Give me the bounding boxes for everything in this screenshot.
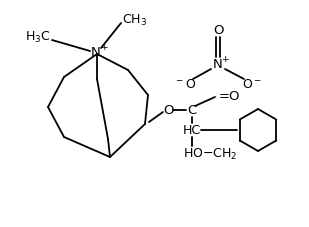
Text: N: N xyxy=(91,47,101,59)
Text: O$^-$: O$^-$ xyxy=(242,77,262,91)
Text: HC: HC xyxy=(183,123,201,136)
Text: CH$_3$: CH$_3$ xyxy=(122,12,147,27)
Text: H$_3$C: H$_3$C xyxy=(25,30,51,44)
Text: +: + xyxy=(221,55,229,64)
Text: =O: =O xyxy=(219,89,240,103)
Text: HO$-$CH$_2$: HO$-$CH$_2$ xyxy=(183,146,238,162)
Text: N: N xyxy=(213,59,223,72)
Text: O: O xyxy=(213,24,223,37)
Text: +: + xyxy=(100,44,108,52)
Text: C: C xyxy=(187,104,197,116)
Text: O: O xyxy=(163,104,173,116)
Text: $^-$O: $^-$O xyxy=(174,77,196,91)
